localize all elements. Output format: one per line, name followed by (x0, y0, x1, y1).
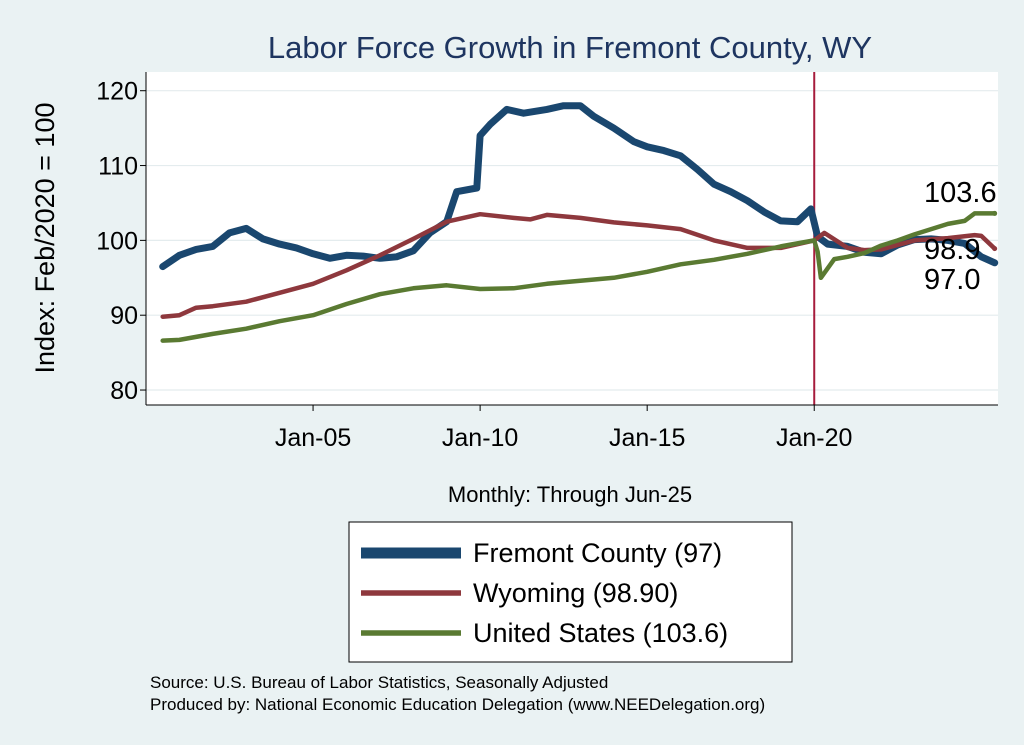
y-tick-label: 90 (110, 302, 138, 330)
y-tick-label: 80 (110, 377, 138, 405)
x-ticks: Jan-05 Jan-10 Jan-15 Jan-20 (275, 405, 852, 452)
y-tick-label: 120 (96, 78, 138, 106)
y-tick-label: 100 (96, 227, 138, 255)
legend-label: Wyoming (98.90) (473, 578, 678, 608)
plot-area (146, 72, 998, 405)
legend-label: United States (103.6) (473, 618, 728, 648)
series-line-united-states (160, 211, 997, 343)
end-label-fremont-county: 97.0 (924, 264, 980, 296)
x-tick-label: Jan-05 (275, 424, 351, 452)
chart-title: Labor Force Growth in Fremont County, WY (268, 30, 872, 65)
end-label-wyoming: 98.9 (924, 234, 980, 266)
x-tick-label: Jan-20 (776, 424, 852, 452)
x-tick-label: Jan-10 (442, 424, 518, 452)
y-tick-label: 110 (98, 153, 138, 181)
producer-note: Produced by: National Economic Education… (150, 695, 765, 714)
legend: Fremont County (97) Wyoming (98.90) United… (361, 538, 728, 648)
x-axis-label: Monthly: Through Jun-25 (448, 482, 692, 507)
source-note: Source: U.S. Bureau of Labor Statistics,… (150, 673, 608, 692)
series-end-point (992, 260, 998, 266)
series-layer (159, 102, 999, 343)
legend-label: Fremont County (97) (473, 538, 722, 568)
series-line-wyoming (160, 211, 997, 319)
x-tick-label: Jan-15 (609, 424, 685, 452)
series-end-point (992, 246, 998, 252)
end-labels: 97.098.9 103.6 (924, 177, 997, 296)
gridlines (146, 90, 998, 391)
y-ticks: 80 90 100 110 120 (96, 78, 146, 405)
series-end-point (992, 210, 998, 216)
end-label-united-states: 103.6 (924, 177, 997, 209)
y-axis-label: Index: Feb/2020 = 100 (30, 103, 60, 374)
